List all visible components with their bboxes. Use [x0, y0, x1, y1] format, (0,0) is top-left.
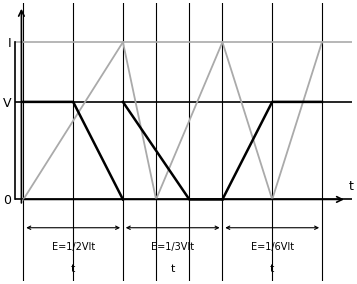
- Text: t: t: [71, 264, 75, 274]
- Text: E=1/3VIt: E=1/3VIt: [151, 242, 194, 252]
- Text: E=1/2VIt: E=1/2VIt: [51, 242, 95, 252]
- Text: t: t: [349, 180, 354, 193]
- Text: t: t: [171, 264, 175, 274]
- Text: t: t: [270, 264, 275, 274]
- Text: E=1/6VIt: E=1/6VIt: [251, 242, 294, 252]
